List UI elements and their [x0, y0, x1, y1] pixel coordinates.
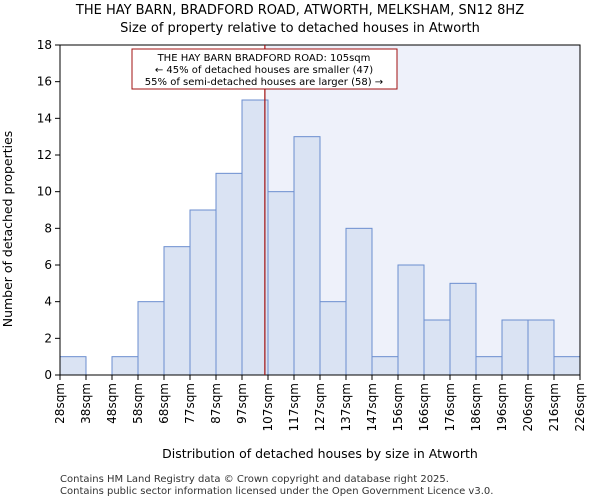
x-tick-label: 176sqm: [443, 383, 457, 431]
x-tick-label: 48sqm: [105, 383, 119, 424]
footer-line-1: Contains HM Land Registry data © Crown c…: [60, 474, 449, 485]
bars-group: [59, 99, 581, 376]
y-tick-label: 16: [37, 75, 52, 89]
bar-87sqm: [215, 172, 243, 376]
x-tick-label: 127sqm: [313, 383, 327, 431]
y-tick-label: 0: [44, 368, 52, 382]
y-tick-label: 14: [37, 111, 52, 125]
chart-subtitle: Size of property relative to detached ho…: [120, 21, 480, 36]
x-tick-label: 87sqm: [209, 383, 223, 424]
annotation-line-2: ← 45% of detached houses are smaller (47…: [155, 65, 373, 76]
y-tick-label: 2: [44, 331, 52, 345]
x-tick-label: 117sqm: [287, 383, 301, 431]
bar-58sqm: [137, 301, 165, 376]
annotation-box: [131, 48, 398, 90]
bar-127sqm: [319, 301, 347, 376]
x-tick-label: 38sqm: [79, 383, 93, 424]
x-axis-label: Distribution of detached houses by size …: [162, 446, 478, 461]
x-tick-label: 206sqm: [521, 383, 535, 431]
y-tick-label: 10: [37, 185, 52, 199]
bar-206sqm: [527, 319, 555, 376]
y-tick-label: 18: [37, 38, 52, 52]
x-tick-label: 156sqm: [391, 383, 405, 431]
x-tick-label: 28sqm: [53, 383, 67, 424]
x-tick-label: 216sqm: [547, 383, 561, 431]
x-tick-label: 186sqm: [469, 383, 483, 431]
y-tick-label: 12: [37, 148, 52, 162]
bar-166sqm: [423, 319, 451, 376]
bar-68sqm: [163, 246, 191, 376]
y-axis-label: Number of detached properties: [0, 131, 15, 328]
y-tick-label: 6: [44, 258, 52, 272]
bar-186sqm: [475, 356, 503, 376]
bar-156sqm: [397, 264, 425, 376]
x-tick-label: 196sqm: [495, 383, 509, 431]
x-tick-label: 77sqm: [183, 383, 197, 424]
bar-28sqm: [59, 356, 87, 376]
x-tick-label: 137sqm: [339, 383, 353, 431]
plot-frame: [59, 44, 581, 376]
bar-117sqm: [293, 136, 321, 376]
bar-107sqm: [267, 191, 295, 376]
x-tick-label: 58sqm: [131, 383, 145, 424]
bar-147sqm: [371, 356, 399, 376]
x-tick-label: 226sqm: [573, 383, 587, 431]
x-tick-label: 166sqm: [417, 383, 431, 431]
annotation-line-3: 55% of semi-detached houses are larger (…: [145, 77, 383, 88]
y-axis-ticks: 0 2 4 6 8 10 12 14 16 18: [37, 38, 60, 382]
annotation-line-1: THE HAY BARN BRADFORD ROAD: 105sqm: [157, 53, 371, 64]
bar-77sqm: [189, 209, 217, 376]
x-tick-label: 107sqm: [261, 383, 275, 431]
bar-48sqm: [111, 356, 139, 376]
x-tick-label: 147sqm: [365, 383, 379, 431]
bar-196sqm: [501, 319, 529, 376]
bar-97sqm: [241, 99, 269, 376]
bar-176sqm: [449, 282, 477, 376]
x-tick-label: 97sqm: [235, 383, 249, 424]
x-tick-label: 68sqm: [157, 383, 171, 424]
y-tick-label: 4: [44, 295, 52, 309]
x-axis-ticks: 28sqm 38sqm 48sqm 58sqm 68sqm 77sqm 87sqm 97sqm…: [53, 375, 587, 431]
bar-216sqm: [553, 356, 581, 376]
footer-line-2: Contains public sector information licen…: [60, 486, 493, 497]
bar-137sqm: [345, 227, 373, 376]
chart-title: THE HAY BARN, BRADFORD ROAD, ATWORTH, ME…: [75, 3, 524, 18]
y-tick-label: 8: [44, 221, 52, 235]
